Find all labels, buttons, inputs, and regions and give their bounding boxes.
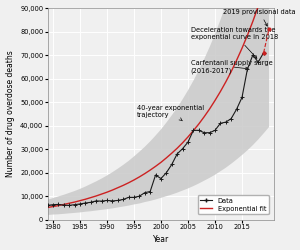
Y-axis label: Number of drug overdose deaths: Number of drug overdose deaths bbox=[6, 50, 15, 177]
X-axis label: Year: Year bbox=[153, 236, 169, 244]
Legend: Data, Exponential fit: Data, Exponential fit bbox=[198, 195, 269, 214]
Text: Carfentanil supply surge
(2016-2017): Carfentanil supply surge (2016-2017) bbox=[191, 60, 272, 74]
Text: 2019 provisional data: 2019 provisional data bbox=[223, 8, 296, 26]
Text: 40-year exponential
trajectory: 40-year exponential trajectory bbox=[137, 105, 204, 121]
Text: Deceleration towards the
exponential curve in 2018: Deceleration towards the exponential cur… bbox=[191, 28, 278, 58]
